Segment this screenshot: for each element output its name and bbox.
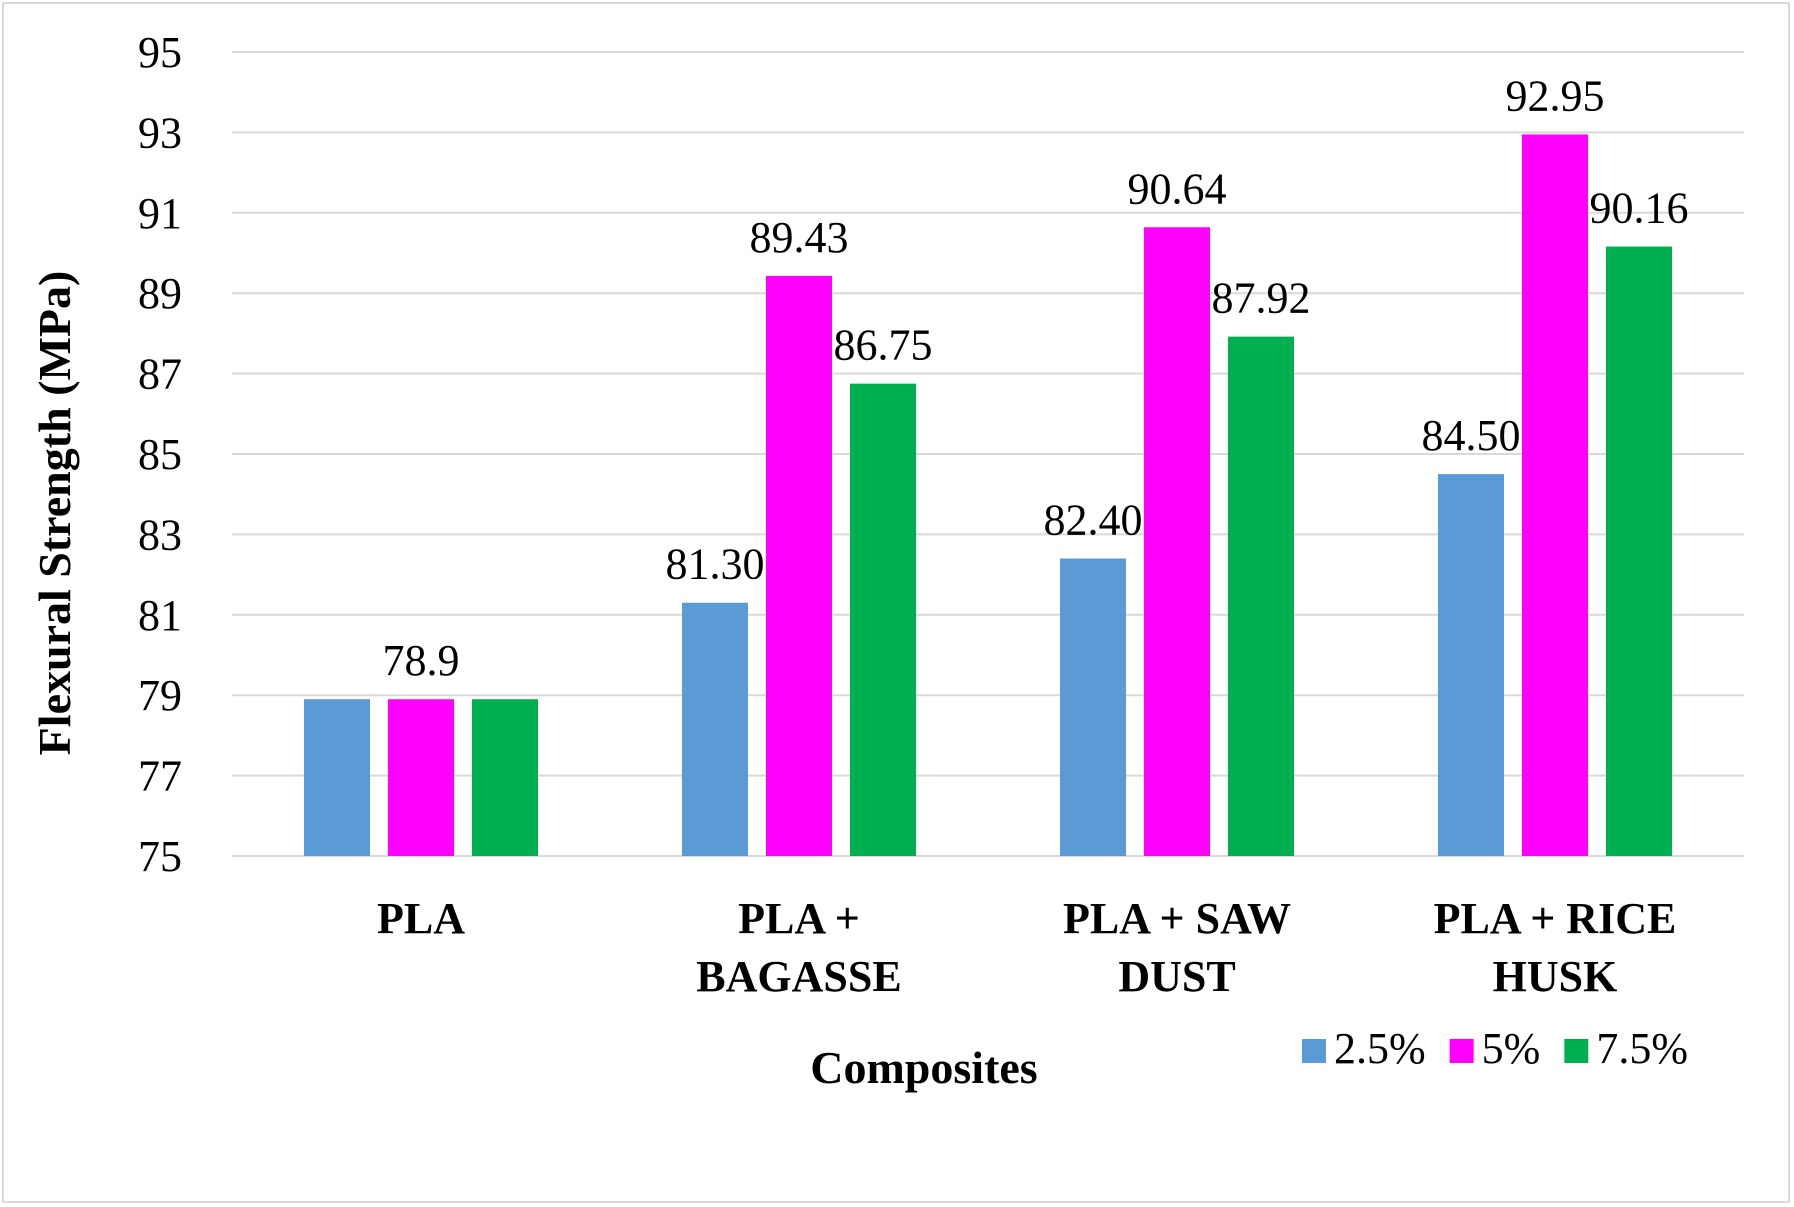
data-label: 78.9	[383, 636, 460, 685]
x-category-label: PLA + SAW	[1063, 894, 1291, 943]
y-tick-label: 75	[138, 832, 182, 881]
data-label: 90.16	[1590, 184, 1689, 233]
y-tick-label: 89	[138, 269, 182, 318]
y-tick-label: 77	[138, 752, 182, 801]
y-tick-label: 83	[138, 510, 182, 559]
x-category-label: DUST	[1118, 952, 1235, 1001]
bar-5pct	[1144, 227, 1210, 857]
bar-5pct	[1522, 134, 1588, 856]
x-category-label: PLA + RICE	[1434, 894, 1677, 943]
legend-label: 7.5%	[1596, 1024, 1688, 1073]
legend: 2.5% 5% 7.5%	[1302, 1024, 1688, 1073]
bar-7-5pct	[850, 383, 916, 856]
x-category-label: BAGASSE	[696, 952, 901, 1001]
bar-7-5pct	[1606, 246, 1672, 856]
y-axis-title: Flexural Strength (MPa)	[29, 271, 80, 756]
bar-2-5pct	[1060, 558, 1126, 856]
bar-5pct	[388, 699, 454, 856]
bars	[304, 134, 1672, 857]
data-label: 86.75	[834, 321, 933, 370]
y-tick-label: 85	[138, 430, 182, 479]
y-axis-ticks: 75 77 79 81 83 85 87 89 91 93 95	[138, 28, 182, 881]
y-tick-label: 93	[138, 108, 182, 157]
y-tick-label: 87	[138, 350, 182, 399]
data-label: 92.95	[1506, 71, 1605, 120]
legend-label: 5%	[1482, 1024, 1541, 1073]
x-category-label: HUSK	[1493, 952, 1618, 1001]
bar-2-5pct	[682, 602, 748, 856]
data-label: 84.50	[1422, 411, 1521, 460]
data-label: 89.43	[750, 213, 849, 262]
y-tick-label: 79	[138, 671, 182, 720]
bar-7-5pct	[1228, 336, 1294, 857]
data-labels: 78.9 81.30 89.43 86.75 82.40 90.64 87.92 84.50 9…	[383, 71, 1689, 685]
legend-label: 2.5%	[1334, 1024, 1426, 1073]
data-label: 90.64	[1128, 164, 1227, 213]
x-category-label: PLA +	[738, 894, 860, 943]
bar-7-5pct	[472, 699, 538, 856]
data-label: 81.30	[666, 540, 765, 589]
bar-2-5pct	[304, 699, 370, 856]
y-tick-label: 81	[138, 591, 182, 640]
bar-2-5pct	[1438, 474, 1504, 856]
y-tick-label: 95	[138, 28, 182, 77]
legend-swatch	[1302, 1039, 1326, 1063]
data-label: 87.92	[1212, 274, 1311, 323]
x-category-label: PLA	[377, 894, 465, 943]
data-label: 82.40	[1044, 496, 1143, 545]
legend-swatch	[1449, 1039, 1474, 1063]
x-axis-title: Composites	[810, 1042, 1037, 1093]
y-tick-label: 91	[138, 189, 182, 238]
x-axis-categories: PLA PLA + BAGASSE PLA + SAW DUST PLA + RICE HU…	[377, 894, 1676, 1001]
bar-5pct	[766, 275, 832, 856]
legend-swatch	[1564, 1039, 1589, 1063]
